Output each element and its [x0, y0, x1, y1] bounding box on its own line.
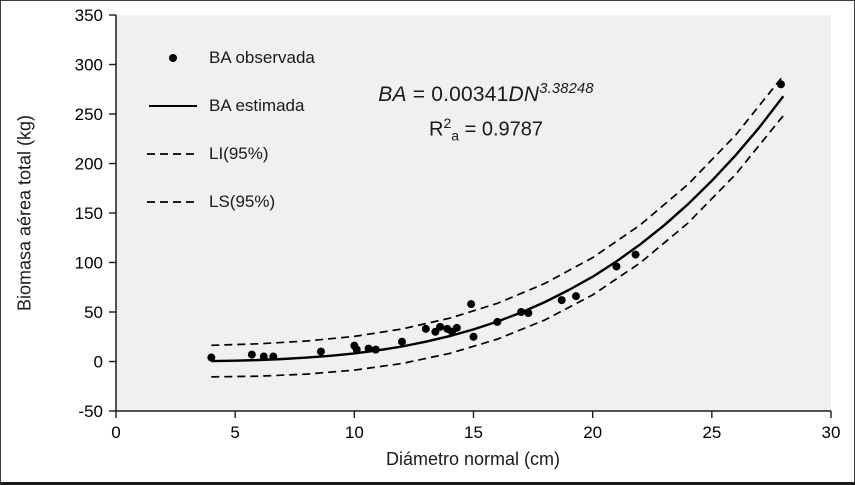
x-tick-label: 30: [822, 423, 841, 442]
data-point: [631, 250, 640, 259]
data-point: [431, 327, 440, 336]
y-tick-label: 0: [94, 353, 103, 372]
data-point: [452, 323, 461, 332]
data-point: [469, 332, 478, 341]
x-tick-label: 15: [464, 423, 483, 442]
y-axis-title: Biomasa aérea total (kg): [14, 114, 35, 312]
legend-label: LS(95%): [209, 192, 276, 211]
legend-label: BA observada: [209, 48, 315, 67]
y-tick-label: 300: [75, 56, 103, 75]
legend-item-lower-ci: LI(95%): [147, 130, 315, 178]
legend-item-observed: BA observada: [147, 34, 315, 82]
x-tick-label: 0: [111, 423, 120, 442]
data-point: [207, 353, 216, 362]
equation-annotation: BA = 0.00341DN3.38248 R2a = 0.9787: [336, 81, 636, 144]
series-line: [211, 115, 784, 378]
y-tick-label: 100: [75, 254, 103, 273]
r-squared-annotation: R2a = 0.9787: [428, 115, 543, 144]
y-tick-label: 250: [75, 105, 103, 124]
scatter-marker-sample: [147, 54, 199, 62]
x-tick-label: 5: [230, 423, 239, 442]
legend-item-estimated: BA estimada: [147, 82, 315, 130]
series-line: [211, 95, 785, 363]
series-line: [211, 75, 784, 347]
y-tick-label: 350: [75, 6, 103, 25]
data-point: [247, 350, 256, 359]
legend-label: LI(95%): [209, 144, 269, 163]
x-tick-label: 10: [345, 423, 364, 442]
legend: BA observada BA estimada LI(95%) LS(95%): [147, 34, 315, 226]
y-tick-label: 150: [75, 204, 103, 223]
legend-label: BA estimada: [209, 96, 305, 115]
data-point: [571, 292, 580, 301]
data-point: [467, 300, 476, 309]
dashed-line-sample: [147, 151, 199, 157]
x-tick-label: 25: [702, 423, 721, 442]
y-tick-label: 200: [75, 155, 103, 174]
data-point: [398, 337, 406, 346]
y-tick-label: 50: [84, 303, 103, 322]
plot-area: [116, 15, 831, 411]
dashed-line-sample: [147, 199, 199, 205]
data-point: [436, 322, 445, 331]
data-point: [557, 296, 566, 305]
x-tick-label: 20: [583, 423, 602, 442]
y-tick-label: -50: [78, 402, 103, 421]
data-point: [612, 262, 621, 271]
data-point: [421, 324, 430, 333]
legend-item-upper-ci: LS(95%): [147, 178, 315, 226]
solid-line-sample: [147, 105, 199, 107]
regression-equation: BA = 0.00341DN3.38248: [378, 81, 594, 106]
data-point: [316, 347, 325, 356]
x-axis-title: Diámetro normal (cm): [385, 449, 561, 469]
